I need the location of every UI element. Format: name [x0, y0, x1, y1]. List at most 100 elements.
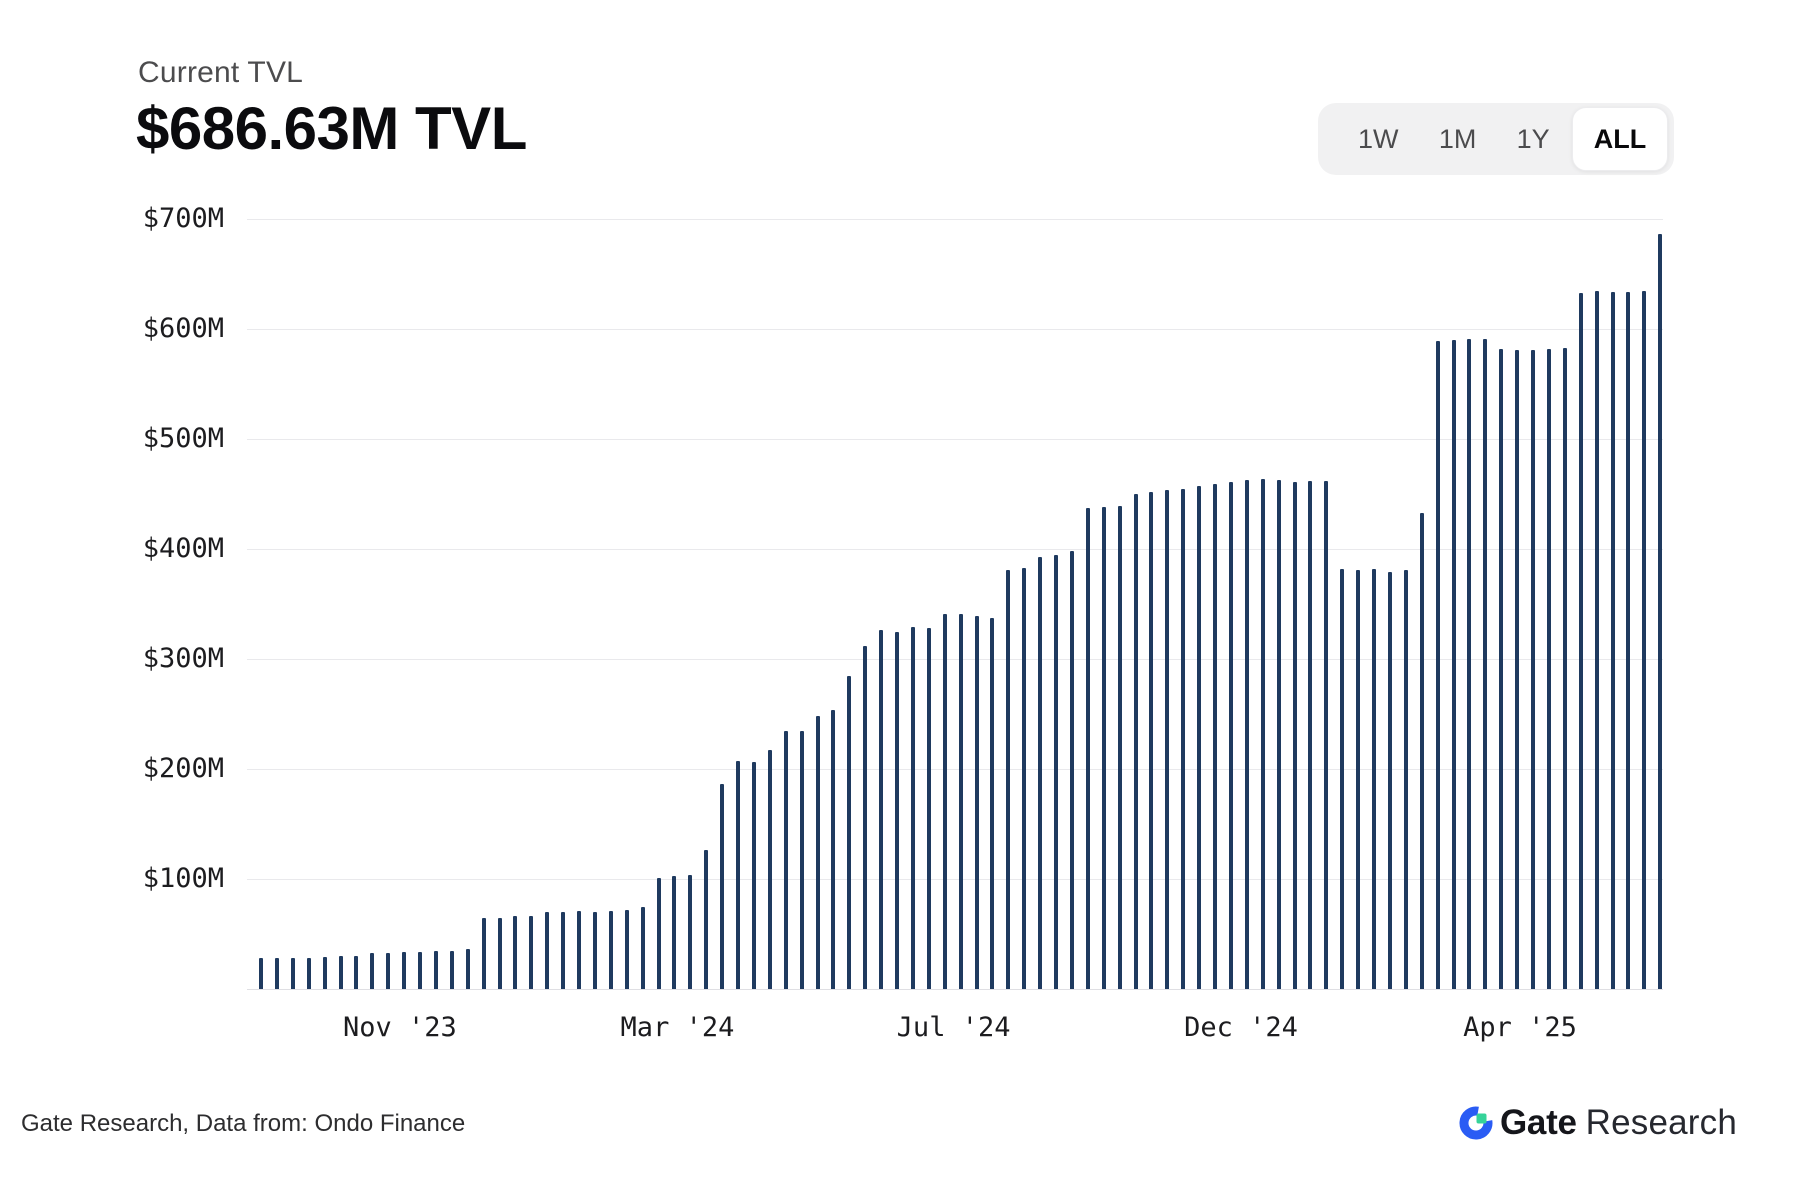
tvl-bar[interactable] [1324, 480, 1329, 989]
tvl-bar[interactable] [338, 956, 343, 989]
tvl-bar[interactable] [640, 906, 645, 989]
tvl-bar[interactable] [847, 675, 852, 989]
range-option-1w[interactable]: 1W [1340, 124, 1417, 155]
range-option-1y[interactable]: 1Y [1499, 124, 1568, 155]
tvl-bar[interactable] [1101, 507, 1106, 989]
tvl-bar[interactable] [672, 875, 677, 989]
tvl-bar[interactable] [1435, 341, 1440, 989]
tvl-bar[interactable] [767, 750, 772, 989]
y-axis-label: $200M [142, 753, 224, 784]
tvl-bar[interactable] [1054, 554, 1058, 989]
tvl-bar[interactable] [958, 613, 963, 989]
tvl-bar[interactable] [370, 952, 375, 989]
y-axis-label: $500M [142, 423, 224, 454]
tvl-bar[interactable] [1228, 481, 1233, 989]
tvl-bar[interactable] [1403, 569, 1408, 989]
tvl-bar[interactable] [656, 877, 661, 989]
tvl-bar[interactable] [1213, 484, 1217, 989]
tvl-bar[interactable] [290, 958, 295, 989]
tvl-bar[interactable] [418, 951, 422, 989]
tvl-bar[interactable] [386, 952, 391, 989]
x-axis-line [247, 989, 1663, 990]
tvl-bar[interactable] [688, 874, 693, 989]
tvl-bar[interactable] [1292, 481, 1297, 989]
tvl-bar[interactable] [1022, 567, 1027, 989]
tvl-bar[interactable] [942, 613, 947, 989]
tvl-bar[interactable] [497, 917, 502, 989]
tvl-bar[interactable] [1276, 479, 1281, 989]
tvl-bar[interactable] [1387, 572, 1392, 989]
y-axis-label: $700M [142, 203, 224, 234]
tvl-bar[interactable] [910, 627, 915, 989]
tvl-bar[interactable] [720, 784, 725, 989]
tvl-bar[interactable] [561, 912, 566, 989]
tvl-bar[interactable] [624, 909, 629, 989]
tvl-bar[interactable] [545, 912, 550, 989]
tvl-bar[interactable] [751, 762, 756, 989]
tvl-bar[interactable] [322, 957, 327, 989]
tvl-bar[interactable] [1260, 478, 1265, 989]
tvl-bar[interactable] [1546, 348, 1551, 989]
chart-subtitle: Current TVL [138, 56, 304, 89]
tvl-bar[interactable] [831, 709, 836, 989]
tvl-bar[interactable] [465, 949, 470, 989]
tvl-bar[interactable] [481, 917, 486, 989]
tvl-bar[interactable] [895, 631, 899, 989]
tvl-bar[interactable] [433, 950, 438, 989]
tvl-bar[interactable] [1069, 551, 1074, 989]
tvl-bar[interactable] [1356, 569, 1361, 989]
tvl-bar[interactable] [577, 910, 581, 989]
tvl-bar[interactable] [990, 618, 995, 989]
tvl-bar[interactable] [1133, 494, 1138, 989]
tvl-bar[interactable] [1610, 291, 1615, 989]
tvl-bar[interactable] [736, 761, 740, 989]
tvl-bar[interactable] [783, 730, 788, 989]
tvl-bar[interactable] [863, 645, 868, 989]
tvl-bar[interactable] [1117, 506, 1122, 989]
tvl-bar[interactable] [354, 956, 359, 989]
range-option-1m[interactable]: 1M [1421, 124, 1495, 155]
tvl-bar[interactable] [1165, 489, 1170, 989]
tvl-bar[interactable] [274, 958, 279, 989]
tvl-bar[interactable] [1626, 291, 1631, 989]
tvl-bar[interactable] [306, 958, 311, 989]
tvl-bar[interactable] [704, 850, 709, 989]
range-option-all[interactable]: ALL [1571, 107, 1668, 171]
tvl-bar[interactable] [1419, 512, 1424, 989]
tvl-bar[interactable] [513, 916, 518, 989]
tvl-bar[interactable] [1181, 488, 1186, 989]
tvl-bar[interactable] [926, 628, 931, 989]
tvl-bar[interactable] [1244, 479, 1249, 989]
tvl-bar[interactable] [1515, 349, 1520, 989]
tvl-bar[interactable] [799, 730, 804, 989]
tvl-bar[interactable] [1451, 340, 1456, 989]
tvl-bar[interactable] [815, 716, 820, 989]
tvl-bar[interactable] [974, 616, 979, 989]
tvl-bar[interactable] [1658, 233, 1663, 989]
time-range-selector: 1W 1M 1Y ALL [1318, 103, 1674, 175]
tvl-bar[interactable] [1038, 556, 1043, 989]
tvl-bar[interactable] [1562, 347, 1567, 989]
tvl-bar[interactable] [529, 916, 534, 989]
tvl-bar[interactable] [608, 910, 613, 989]
tvl-bar[interactable] [1197, 486, 1202, 989]
tvl-bar[interactable] [1467, 338, 1472, 989]
tvl-bar[interactable] [1149, 491, 1154, 989]
tvl-bar[interactable] [402, 951, 407, 989]
tvl-bar[interactable] [1578, 292, 1583, 989]
tvl-bar[interactable] [259, 958, 263, 989]
tvl-bar[interactable] [1085, 508, 1090, 989]
tvl-bar[interactable] [592, 912, 597, 989]
tvl-bar[interactable] [1006, 569, 1011, 989]
tvl-bar[interactable] [1531, 349, 1535, 989]
tvl-bar[interactable] [1340, 568, 1345, 989]
tvl-bar[interactable] [1308, 480, 1313, 989]
tvl-bar[interactable] [449, 950, 454, 989]
tvl-bar[interactable] [1499, 348, 1504, 989]
tvl-bar[interactable] [1642, 290, 1647, 989]
tvl-bar[interactable] [1372, 568, 1376, 989]
tvl-bar[interactable] [879, 630, 884, 989]
tvl-bar[interactable] [1594, 290, 1599, 989]
x-axis-label: Mar '24 [620, 1012, 735, 1043]
tvl-bar[interactable] [1483, 338, 1488, 989]
